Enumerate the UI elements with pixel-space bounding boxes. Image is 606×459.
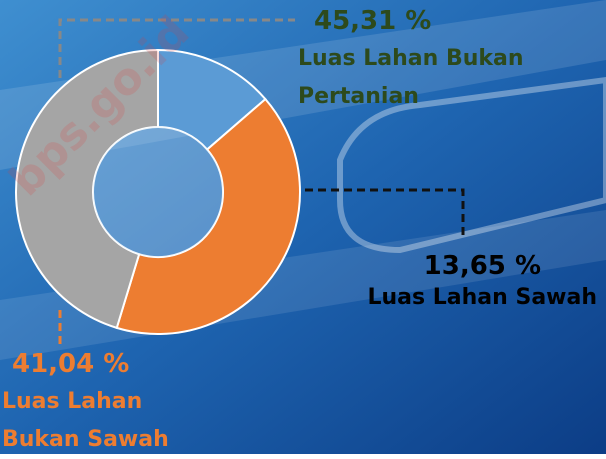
legend-label: Luas Lahan Sawah	[367, 285, 598, 310]
donut-hole	[93, 127, 223, 257]
leader-line	[58, 18, 295, 78]
slice	[15, 48, 159, 330]
value-label: 45,31 %	[314, 6, 432, 36]
donut	[15, 48, 301, 335]
leader-line	[305, 188, 465, 240]
legend-label: Luas Lahan Bukan Pertanian	[298, 46, 524, 109]
legend-label: Luas Lahan Bukan Sawah	[2, 389, 169, 452]
value-label: 13,65 %	[423, 251, 541, 281]
slice-label: 41,04 % Luas Lahan Bukan Sawah	[2, 345, 202, 459]
slice-label: 13,65 % Luas Lahan Sawah	[297, 250, 598, 314]
slice-label: 45,31 % Luas Lahan Bukan Pertanian	[298, 2, 598, 116]
slice	[115, 97, 301, 335]
bg-shape	[337, 76, 606, 254]
value-label: 41,04 %	[12, 349, 130, 379]
